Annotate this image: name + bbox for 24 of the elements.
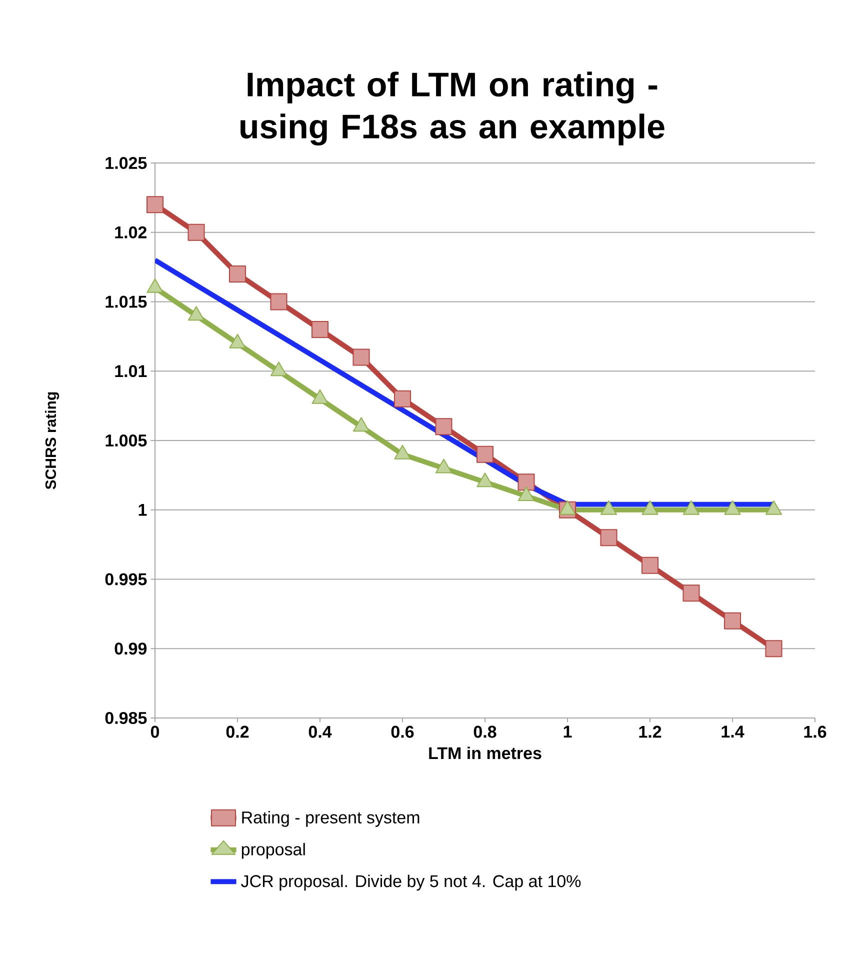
y-tick-label: 0.985 [105,712,147,724]
x-axis-title: LTM in metres [429,746,542,760]
y-tick-label: 1.01 [115,365,147,378]
x-tick-label: 0.6 [391,726,414,738]
chart-title: Impact of LTM on rating - using F18s as an example [240,72,664,146]
x-tick-label: 0.8 [474,726,496,738]
x-tick-label: 1.4 [722,726,744,738]
x-tick-label: 1 [564,726,572,738]
x-tick-label: 1.2 [639,726,662,738]
y-tick-label: 1 [138,504,147,516]
legend-label: JCR proposal. Divide by 5 not 4. Cap at 10% [241,874,581,891]
x-tick-label: 0.2 [226,726,249,738]
y-tick-label: 1.02 [115,226,147,238]
x-tick-label: 0 [150,726,160,738]
legend-label: proposal [242,842,305,859]
x-tick-label: 1.6 [804,726,826,738]
y-tick-label: 1.025 [106,156,147,170]
y-tick-label: 1.015 [106,296,147,308]
x-tick-label: 0.4 [308,726,332,738]
y-tick-label: 0.99 [114,642,147,655]
y-tick-label: 1.005 [106,434,147,447]
y-axis-title: SCHRS rating [45,392,60,490]
legend-label: Rating - present system [242,811,420,827]
y-tick-label: 0.995 [105,573,147,586]
